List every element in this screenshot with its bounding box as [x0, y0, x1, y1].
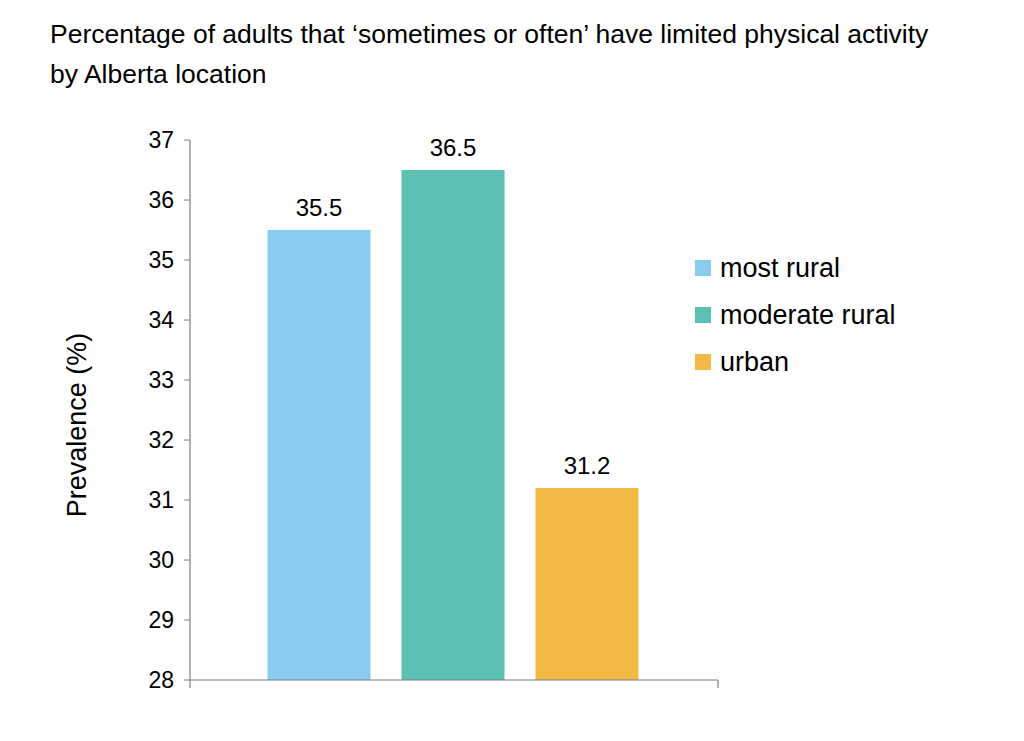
- data-label: 35.5: [296, 194, 343, 221]
- y-tick: [184, 440, 190, 441]
- legend-swatch: [695, 260, 711, 276]
- legend-label: most rural: [720, 253, 840, 283]
- chart: 28 29 30 31 32 33 34 35 36 37 Prevalence (%) 35.5 36…: [0, 0, 1024, 741]
- y-tick-label: 35: [148, 247, 174, 273]
- y-tick: [184, 620, 190, 621]
- x-axis-end-tick: [717, 680, 718, 688]
- x-axis: [190, 679, 718, 680]
- y-tick-label: 34: [148, 307, 174, 333]
- y-tick-label: 32: [148, 427, 174, 453]
- legend-label: urban: [720, 347, 789, 377]
- bar: [402, 170, 505, 680]
- y-tick: [184, 200, 190, 201]
- bar: [536, 488, 639, 680]
- data-label: 31.2: [564, 452, 611, 479]
- y-tick: [184, 680, 190, 681]
- y-tick: [184, 260, 190, 261]
- y-axis-label: Prevalence (%): [62, 333, 92, 518]
- y-tick-label: 30: [148, 547, 174, 573]
- y-tick-label: 37: [148, 127, 174, 153]
- y-tick-label: 28: [148, 667, 174, 693]
- data-label: 36.5: [430, 134, 477, 161]
- y-tick-label: 33: [148, 367, 174, 393]
- y-tick-label: 36: [148, 187, 174, 213]
- legend-swatch: [695, 307, 711, 323]
- title: Percentage of adults that ‘sometimes or …: [50, 14, 950, 94]
- y-tick: [184, 560, 190, 561]
- y-tick-label: 31: [148, 487, 174, 513]
- y-tick: [184, 140, 190, 141]
- bars: [268, 170, 639, 680]
- legend-label: moderate rural: [720, 300, 896, 330]
- y-tick: [184, 320, 190, 321]
- y-tick: [184, 380, 190, 381]
- y-axis: [189, 140, 190, 680]
- legend-swatch: [695, 354, 711, 370]
- y-tick-label: 29: [148, 607, 174, 633]
- y-tick: [184, 500, 190, 501]
- x-axis-end-tick: [189, 680, 190, 688]
- bar: [268, 230, 371, 680]
